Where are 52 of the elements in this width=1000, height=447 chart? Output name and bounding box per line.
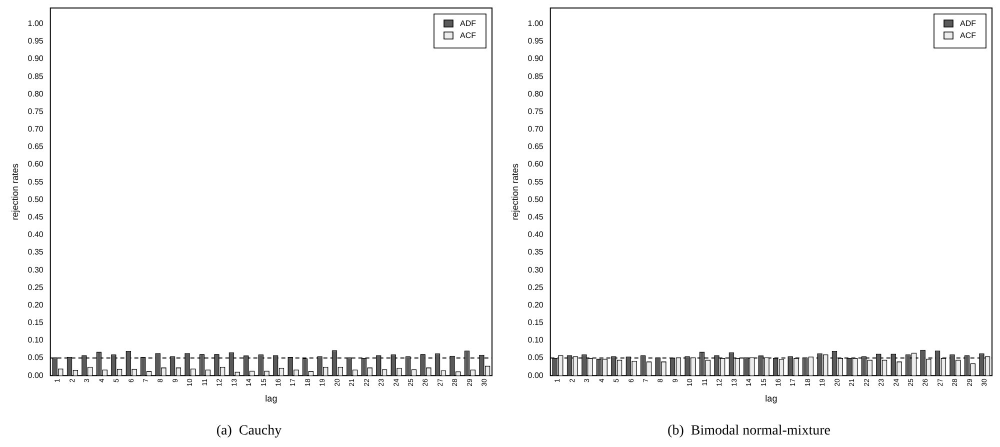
y-tick-label: 0.85 xyxy=(528,72,544,81)
y-tick-label: 0.45 xyxy=(528,212,544,222)
y-tick-label: 0.20 xyxy=(28,300,44,310)
y-tick-label: 0.60 xyxy=(28,160,44,169)
y-tick-label: 0.75 xyxy=(528,106,544,116)
y-tick-label: 0.55 xyxy=(28,177,44,186)
y-tick-label: 1.00 xyxy=(528,19,544,28)
y-tick-label: 0.20 xyxy=(528,300,544,310)
y-tick-label: 0.40 xyxy=(528,230,544,240)
y-tick-label: 0.95 xyxy=(528,36,544,46)
y-tick-label: 0.15 xyxy=(528,318,544,328)
legend-label: ACF xyxy=(460,31,476,40)
y-tick-label: 0.60 xyxy=(528,160,544,169)
y-tick-label: 0.65 xyxy=(528,142,544,152)
legend-label: ADF xyxy=(960,19,976,28)
y-axis-title: rejection rates xyxy=(510,163,520,220)
y-tick-label: 0.35 xyxy=(528,248,544,257)
y-tick-label: 0.00 xyxy=(528,370,544,380)
y-tick-label: 1.00 xyxy=(28,19,44,28)
y-tick-label: 0.05 xyxy=(28,353,44,362)
y-tick-label: 0.10 xyxy=(28,336,44,345)
y-tick-label: 0.45 xyxy=(28,212,44,222)
y-tick-label: 0.25 xyxy=(528,282,544,292)
y-tick-label: 0.30 xyxy=(528,265,544,274)
x-axis-title: lag xyxy=(265,393,278,404)
y-tick-label: 0.50 xyxy=(28,194,44,204)
y-axis-title: rejection rates xyxy=(10,163,20,220)
y-tick-label: 0.90 xyxy=(528,54,544,64)
text: (b) Bimodal normal-mixture xyxy=(668,423,830,438)
y-tick-label: 0.70 xyxy=(528,124,544,134)
y-tick-label: 0.85 xyxy=(28,72,44,81)
y-tick-label: 0.95 xyxy=(28,36,44,46)
y-tick-label: 0.90 xyxy=(28,54,44,64)
y-tick-label: 0.15 xyxy=(28,318,44,328)
y-tick-label: 0.25 xyxy=(28,282,44,292)
y-tick-label: 0.05 xyxy=(528,353,544,362)
text: (a) Cauchy xyxy=(216,423,282,438)
y-tick-label: 0.65 xyxy=(28,142,44,152)
y-tick-label: 0.10 xyxy=(528,336,544,345)
legend-label: ACF xyxy=(960,31,976,40)
y-tick-label: 0.00 xyxy=(28,370,44,380)
y-tick-label: 0.75 xyxy=(28,106,44,116)
legend-label: ADF xyxy=(460,19,476,28)
y-tick-label: 0.80 xyxy=(528,89,544,98)
y-tick-label: 0.70 xyxy=(28,124,44,134)
y-tick-label: 0.35 xyxy=(28,248,44,257)
y-tick-label: 0.40 xyxy=(28,230,44,240)
x-axis-title: lag xyxy=(765,393,778,404)
y-tick-label: 0.55 xyxy=(528,177,544,186)
y-tick-label: 0.50 xyxy=(528,194,544,204)
y-tick-label: 0.30 xyxy=(28,265,44,274)
y-tick-label: 0.80 xyxy=(28,89,44,98)
